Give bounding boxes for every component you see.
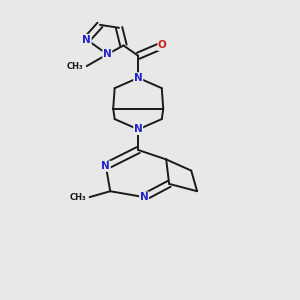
Text: N: N xyxy=(134,124,142,134)
Text: N: N xyxy=(101,161,110,171)
Text: O: O xyxy=(158,40,167,50)
Text: CH₃: CH₃ xyxy=(70,193,87,202)
Text: N: N xyxy=(134,73,142,83)
Text: N: N xyxy=(103,49,112,59)
Text: CH₃: CH₃ xyxy=(67,61,84,70)
Text: N: N xyxy=(82,34,91,45)
Text: N: N xyxy=(140,192,148,202)
